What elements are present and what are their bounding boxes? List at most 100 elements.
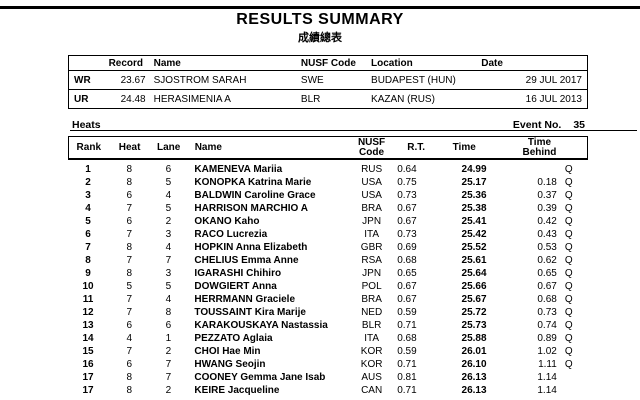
record-time: 24.48 xyxy=(120,93,146,105)
time-cell: 25.72 xyxy=(461,307,487,318)
time-cell: 25.64 xyxy=(461,268,487,279)
reaction-time-cell: 0.59 xyxy=(397,346,417,357)
time-behind-cell: 1.14 xyxy=(537,385,557,396)
nusf-code-cell: BRA xyxy=(361,294,382,305)
rank-cell: 11 xyxy=(82,294,94,305)
rank-cell: 12 xyxy=(82,307,94,318)
time-cell: 24.99 xyxy=(461,164,487,175)
reaction-time-cell: 0.64 xyxy=(397,164,417,175)
lane-cell: 2 xyxy=(165,216,172,227)
record-row: WR 23.67 SJOSTROM SARAH SWE BUDAPEST (HUN) 29… xyxy=(68,71,588,90)
swimmer-name-cell: HARRISON MARCHIO A xyxy=(194,203,308,214)
rank-cell: 10 xyxy=(82,281,94,292)
swimmer-name-cell: RACO Lucrezia xyxy=(194,229,268,240)
heat-result-row: 12 7 8 TOUSSAINT Kira Marije NED 0.59 25.72 0.7… xyxy=(68,306,588,319)
reaction-time-cell: 0.71 xyxy=(397,385,417,396)
lane-cell: 2 xyxy=(165,385,172,396)
heat-result-row: 17 8 7 COONEY Gemma Jane Isab AUS 0.81 26.13 1.… xyxy=(68,371,588,384)
time-behind-cell xyxy=(491,163,563,176)
swimmer-name-cell: COONEY Gemma Jane Isab xyxy=(194,372,326,383)
reaction-time-cell: 0.68 xyxy=(397,255,417,266)
record-type: WR xyxy=(74,74,91,86)
swimmer-name-cell: OKANO Kaho xyxy=(194,216,260,227)
qualified-mark-cell: Q xyxy=(564,294,573,305)
time-cell: 25.17 xyxy=(461,177,487,188)
qualified-mark-cell: Q xyxy=(564,164,573,175)
qualified-mark-cell: Q xyxy=(564,333,573,344)
heat-cell: 6 xyxy=(126,359,132,370)
record-nusf-code: SWE xyxy=(300,74,324,86)
time-behind-cell: 0.62 xyxy=(537,255,557,266)
rank-cell: 5 xyxy=(85,216,91,227)
col-header-rank: Rank xyxy=(76,141,101,153)
time-cell: 26.13 xyxy=(461,372,487,383)
time-cell: 25.61 xyxy=(461,255,487,266)
swimmer-name-cell: PEZZATO Aglaia xyxy=(194,333,273,344)
time-behind-cell: 0.73 xyxy=(537,307,557,318)
event-number-label: Event No. xyxy=(512,119,562,131)
rank-cell: 17 xyxy=(82,372,94,383)
event-number-block: Event No. 35 xyxy=(68,119,585,131)
time-cell: 25.42 xyxy=(461,229,487,240)
event-number-value: 35 xyxy=(573,119,585,131)
col-header-qualified xyxy=(562,137,587,160)
record-holder-name: SJOSTROM SARAH xyxy=(153,74,247,86)
swimmer-name-cell: KARAKOUSKAYA Nastassia xyxy=(194,320,328,331)
col-header-time-behind-line1: Time xyxy=(527,137,552,148)
lane-cell: 3 xyxy=(165,268,172,279)
nusf-code-cell: JPN xyxy=(362,216,382,227)
lane-cell: 5 xyxy=(165,177,172,188)
rank-cell: 7 xyxy=(85,242,91,253)
heat-result-row: 1 8 6 KAMENEVA Mariia RUS 0.64 24.99 Q xyxy=(68,163,588,176)
col-header-time-behind-line2: Behind xyxy=(522,146,557,158)
time-behind-cell: 0.18 xyxy=(537,177,557,188)
records-table: Record Name NUSF Code Location Date WR 23… xyxy=(68,55,588,109)
nusf-code-cell: RSA xyxy=(361,255,382,266)
records-header-nusf-code: NUSF Code xyxy=(300,57,356,69)
record-holder-name: HERASIMENIA A xyxy=(153,93,231,105)
nusf-code-cell: GBR xyxy=(360,242,383,253)
time-behind-cell: 1.14 xyxy=(537,372,557,383)
qualified-mark-cell: Q xyxy=(564,255,573,266)
col-header-lane: Lane xyxy=(157,141,181,153)
col-header-nusf-code-line1: NUSF xyxy=(357,137,386,148)
nusf-code-cell: USA xyxy=(361,190,382,201)
heat-result-row: 16 6 7 HWANG Seojin KOR 0.71 26.10 1.11 Q xyxy=(68,358,588,371)
heats-results-table: 1 8 6 KAMENEVA Mariia RUS 0.64 24.99 Q 2 8 5 KONOPK… xyxy=(68,163,588,397)
reaction-time-cell: 0.67 xyxy=(397,203,417,214)
top-divider-rule xyxy=(0,6,640,9)
time-behind-cell: 1.11 xyxy=(538,359,557,370)
time-cell: 25.73 xyxy=(461,320,487,331)
lane-cell: 4 xyxy=(165,242,172,253)
records-header-date: Date xyxy=(481,57,503,69)
rank-cell: 17 xyxy=(82,385,94,396)
nusf-code-cell: BRA xyxy=(361,203,382,214)
swimmer-name-cell: KAMENEVA Mariia xyxy=(194,164,283,175)
records-table-body: WR 23.67 SJOSTROM SARAH SWE BUDAPEST (HUN) 29… xyxy=(68,71,588,109)
swimmer-name-cell: CHOI Hae Min xyxy=(194,346,261,357)
heat-cell: 8 xyxy=(126,164,132,175)
time-cell: 25.52 xyxy=(461,242,487,253)
time-behind-cell: 1.02 xyxy=(537,346,557,357)
rank-cell: 16 xyxy=(82,359,94,370)
heat-result-row: 10 5 5 DOWGIERT Anna POL 0.67 25.66 0.67 Q xyxy=(68,280,588,293)
heat-cell: 5 xyxy=(126,281,132,292)
nusf-code-cell: ITA xyxy=(364,333,380,344)
qualified-mark-cell: Q xyxy=(564,268,573,279)
time-behind-cell: 0.68 xyxy=(537,294,557,305)
swimmer-name-cell: KONOPKA Katrina Marie xyxy=(194,177,312,188)
heat-cell: 7 xyxy=(126,346,132,357)
heat-result-row: 17 8 2 KEIRE Jacqueline CAN 0.71 26.13 1.14 xyxy=(68,384,588,397)
time-cell: 26.10 xyxy=(461,359,487,370)
reaction-time-cell: 0.67 xyxy=(397,294,417,305)
col-header-nusf-code: NUSF Code xyxy=(349,137,394,160)
heats-header-box: Rank Heat Lane Name NUSF Code R.T. Time T… xyxy=(68,136,588,160)
record-date: 29 JUL 2017 xyxy=(525,74,582,86)
rank-cell: 6 xyxy=(85,229,91,240)
heat-cell: 8 xyxy=(126,242,132,253)
heat-cell: 6 xyxy=(126,320,132,331)
rank-cell: 9 xyxy=(85,268,91,279)
time-behind-cell: 0.74 xyxy=(537,320,557,331)
lane-cell: 7 xyxy=(165,255,172,266)
heat-cell: 8 xyxy=(126,385,132,396)
